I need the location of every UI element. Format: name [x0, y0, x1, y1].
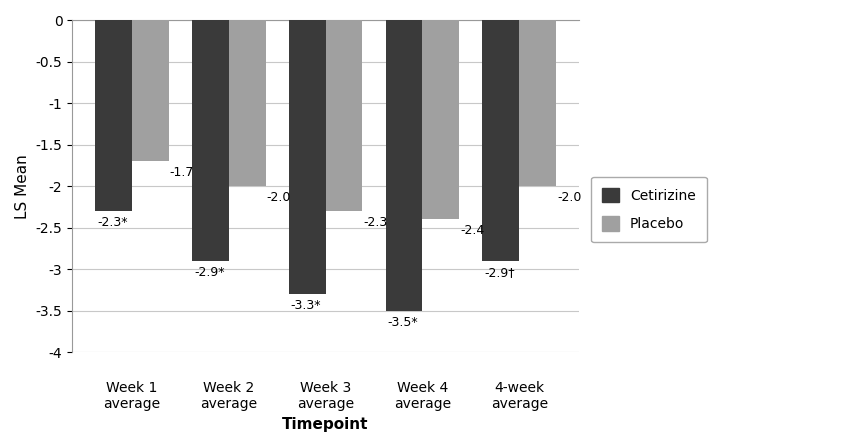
- Bar: [326, 21, 363, 211]
- Bar: [519, 21, 556, 186]
- X-axis label: Timepoint: Timepoint: [283, 417, 368, 432]
- Text: -2.4: -2.4: [460, 224, 484, 237]
- Text: -2.3*: -2.3*: [97, 216, 128, 229]
- Bar: [192, 21, 229, 261]
- Bar: [288, 21, 326, 294]
- Text: -2.3: -2.3: [363, 216, 387, 229]
- Bar: [229, 21, 266, 186]
- Bar: [483, 21, 519, 261]
- Bar: [422, 21, 460, 220]
- Text: -3.3*: -3.3*: [291, 299, 322, 312]
- Legend: Cetirizine, Placebo: Cetirizine, Placebo: [591, 177, 707, 242]
- Text: -1.7: -1.7: [169, 166, 194, 179]
- Bar: [386, 21, 422, 310]
- Bar: [132, 21, 168, 161]
- Text: -2.0: -2.0: [266, 191, 291, 204]
- Text: -3.5*: -3.5*: [387, 315, 418, 328]
- Text: -2.9*: -2.9*: [194, 266, 225, 279]
- Y-axis label: LS Mean: LS Mean: [15, 154, 30, 219]
- Text: -2.9†: -2.9†: [484, 266, 515, 279]
- Bar: [95, 21, 132, 211]
- Text: -2.0: -2.0: [557, 191, 581, 204]
